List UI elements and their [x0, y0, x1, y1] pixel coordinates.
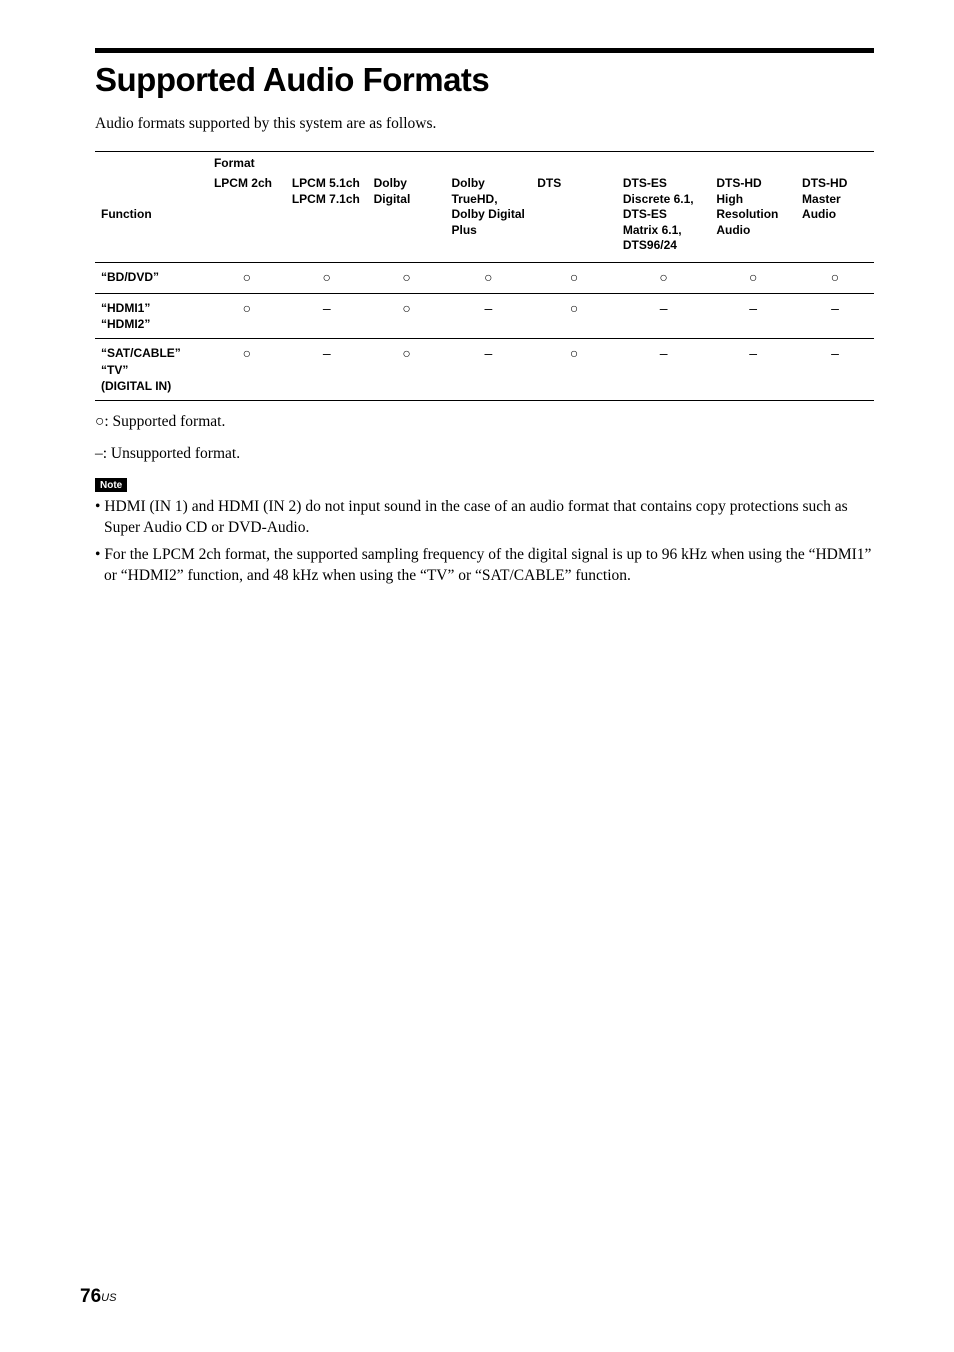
col-header: DTS — [531, 173, 617, 262]
table-row: “SAT/CABLE”“TV”(DIGITAL IN)○–○–○––– — [95, 339, 874, 401]
col-header: Dolby Digital — [368, 173, 446, 262]
data-cell: ○ — [368, 262, 446, 293]
data-cell: ○ — [531, 339, 617, 401]
table-corner-blank — [95, 152, 208, 174]
notes-list: HDMI (IN 1) and HDMI (IN 2) do not input… — [95, 497, 874, 587]
col-header: LPCM 5.1chLPCM 7.1ch — [286, 173, 368, 262]
page-number: 76 — [80, 1286, 101, 1307]
data-cell: ○ — [446, 262, 532, 293]
note-item: HDMI (IN 1) and HDMI (IN 2) do not input… — [95, 497, 874, 539]
data-cell: – — [446, 293, 532, 338]
col-header: DTS-HDMasterAudio — [796, 173, 874, 262]
format-header: Format — [208, 152, 874, 174]
function-cell: “HDMI1”“HDMI2” — [95, 293, 208, 338]
note-badge: Note — [95, 478, 127, 492]
data-cell: – — [286, 339, 368, 401]
col-header: DolbyTrueHD,Dolby DigitalPlus — [446, 173, 532, 262]
data-cell: ○ — [796, 262, 874, 293]
data-cell: ○ — [710, 262, 796, 293]
formats-table: Format Function LPCM 2ch LPCM 5.1chLPCM … — [95, 151, 874, 401]
intro-text: Audio formats supported by this system a… — [95, 115, 874, 133]
col-header: DTS-ESDiscrete 6.1,DTS-ESMatrix 6.1,DTS9… — [617, 173, 710, 262]
col-header: DTS-HDHighResolutionAudio — [710, 173, 796, 262]
data-cell: – — [710, 339, 796, 401]
note-item: For the LPCM 2ch format, the supported s… — [95, 545, 874, 587]
section-rule — [95, 48, 874, 53]
data-cell: ○ — [208, 339, 286, 401]
data-cell: ○ — [286, 262, 368, 293]
legend-supported: ○: Supported format. — [95, 411, 874, 433]
legend-supported-text: : Supported format. — [104, 413, 225, 430]
data-cell: ○ — [531, 262, 617, 293]
data-cell: – — [710, 293, 796, 338]
data-cell: ○ — [368, 339, 446, 401]
data-cell: – — [446, 339, 532, 401]
function-cell: “BD/DVD” — [95, 262, 208, 293]
legend-unsupported: –: Unsupported format. — [95, 443, 874, 465]
data-cell: – — [796, 339, 874, 401]
col-header: LPCM 2ch — [208, 173, 286, 262]
circle-glyph: ○ — [95, 413, 104, 430]
data-cell: – — [617, 339, 710, 401]
data-cell: ○ — [531, 293, 617, 338]
data-cell: – — [617, 293, 710, 338]
function-cell: “SAT/CABLE”“TV”(DIGITAL IN) — [95, 339, 208, 401]
data-cell: – — [796, 293, 874, 338]
data-cell: ○ — [208, 262, 286, 293]
data-cell: ○ — [368, 293, 446, 338]
table-body: “BD/DVD”○○○○○○○○“HDMI1”“HDMI2”○–○–○–––“S… — [95, 262, 874, 400]
table-row: “HDMI1”“HDMI2”○–○–○––– — [95, 293, 874, 338]
data-cell: – — [286, 293, 368, 338]
region-code: US — [101, 1292, 116, 1304]
data-cell: ○ — [208, 293, 286, 338]
table-row: “BD/DVD”○○○○○○○○ — [95, 262, 874, 293]
page-title: Supported Audio Formats — [95, 61, 874, 99]
function-header: Function — [95, 173, 208, 262]
page-footer: 76US — [80, 1286, 116, 1308]
data-cell: ○ — [617, 262, 710, 293]
table-header-row: Function LPCM 2ch LPCM 5.1chLPCM 7.1ch D… — [95, 173, 874, 262]
